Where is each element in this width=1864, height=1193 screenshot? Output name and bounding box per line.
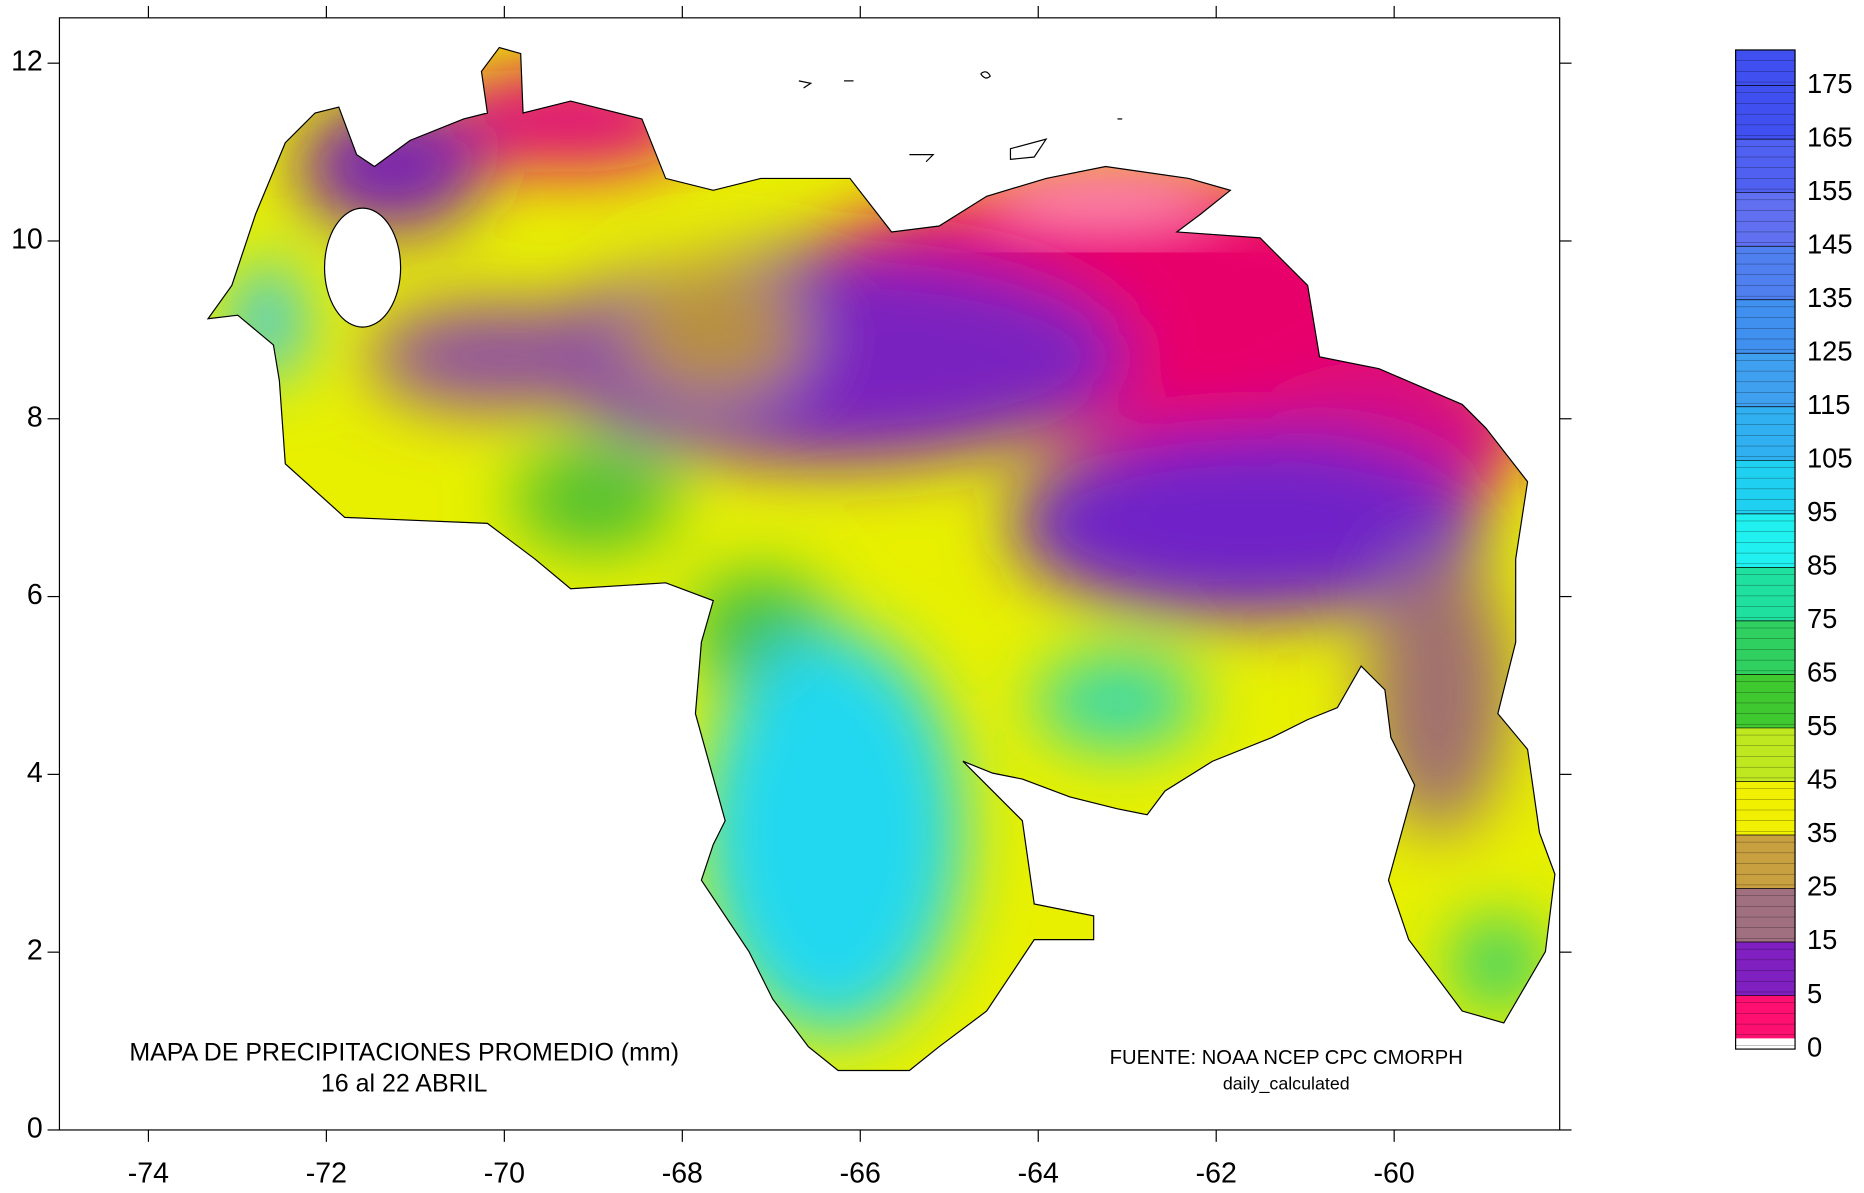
colorbar-band [1735,192,1796,247]
colorbar-label: 155 [1807,175,1853,206]
colorbar-label: 55 [1807,710,1837,741]
map-subtitle: 16 al 22 ABRIL [321,1069,488,1097]
x-tick-label: -60 [1374,1158,1415,1190]
colorbar-label: 165 [1807,121,1853,152]
source: FUENTE: NOAA NCEP CPC CMORPH [1110,1047,1463,1069]
source-note: daily_calculated [1223,1073,1350,1094]
colorbar-label: 125 [1807,335,1853,366]
colorbar-label: 65 [1807,657,1837,688]
x-tick-label: -72 [306,1158,347,1190]
y-tick-label: 8 [27,401,43,433]
y-tick-label: 0 [27,1112,43,1144]
colorbar-band [1735,139,1796,193]
colorbar-label: 5 [1807,978,1822,1009]
colorbar-label: 115 [1807,389,1851,420]
y-tick-label: 2 [27,935,43,967]
x-tick-label: -66 [840,1158,881,1190]
y-tick-label: 10 [11,224,43,256]
x-tick-label: -68 [662,1158,703,1190]
colorbar-label: 25 [1807,871,1837,902]
colorbar-band [1735,995,1796,1039]
colorbar-band [1735,727,1796,782]
y-tick-label: 6 [27,579,43,611]
colorbar-label: 35 [1807,817,1837,848]
colorbar-band [1735,834,1796,889]
axes: -74 -72 -70 -68 -66 -64 -62 -60 0 2 4 6 8 10 12 [11,5,1572,1190]
colorbar-band [1735,353,1796,407]
colorbar-label: 95 [1807,496,1837,527]
colorbar-label: 105 [1807,443,1853,474]
colorbar-label: 85 [1807,550,1837,581]
x-tick-label: -70 [484,1158,525,1190]
map-title: MAPA DE PRECIPITACIONES PROMEDIO (mm) [129,1038,679,1066]
colorbar-band [1735,567,1796,621]
colorbar-band [1735,406,1796,461]
colorbar-band [1735,246,1796,300]
y-tick-label: 4 [27,757,43,789]
colorbar-band [1735,781,1796,835]
colorbar-band [1735,674,1796,728]
colorbar-band [1735,942,1796,996]
x-tick-label: -62 [1196,1158,1237,1190]
colorbar-band [1735,888,1796,943]
x-tick-label: -74 [128,1158,169,1190]
lake-maracaibo [323,207,402,328]
colorbar-label: 15 [1807,924,1837,955]
colorbar-frame [1735,49,1796,1050]
colorbar-label: 175 [1807,68,1853,99]
colorbar-band [1735,620,1796,675]
colorbar-label: 135 [1807,282,1853,313]
colorbar-band [1735,49,1796,140]
colorbar-band [1735,1038,1796,1050]
islands [798,71,1123,163]
colorbar-label: 75 [1807,603,1837,634]
colorbar-band [1735,460,1796,514]
colorbar-label: 0 [1807,1031,1822,1062]
x-tick-label: -64 [1018,1158,1059,1190]
y-tick-label: 12 [11,46,43,78]
colorbar-band [1735,513,1796,568]
colorbar-band [1735,299,1796,354]
colorbar-label: 145 [1807,228,1853,259]
colorbar-label: 45 [1807,764,1837,795]
colorbar: 0 5 15 25 35 45 55 65 75 85 95 105 115 125 135 145 155 16… [1735,49,1853,1062]
